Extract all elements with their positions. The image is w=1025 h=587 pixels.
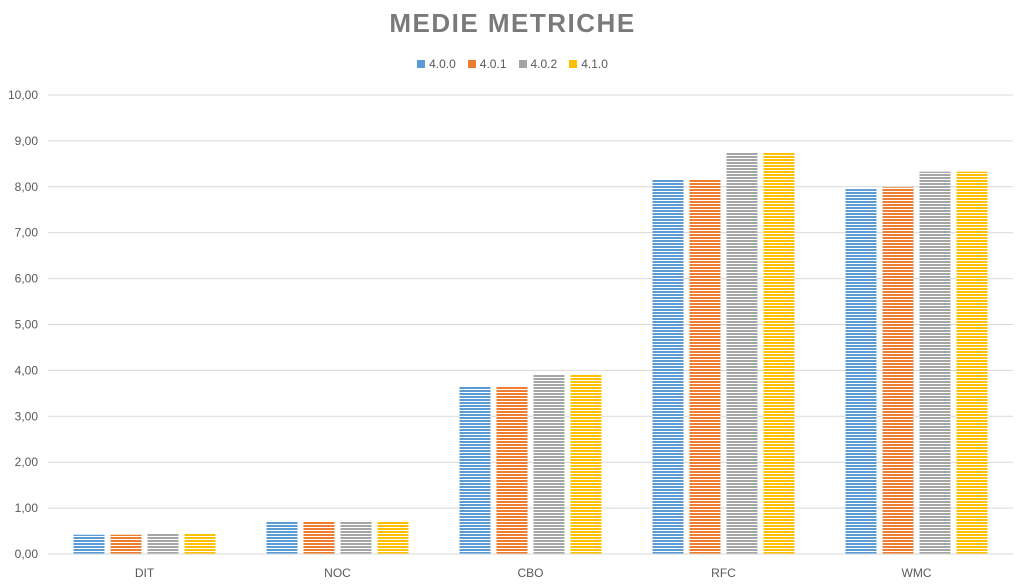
bar-cbo-4-1-0 <box>570 374 602 554</box>
legend-label: 4.0.1 <box>479 57 507 71</box>
legend-item: 4.0.0 <box>417 57 456 71</box>
y-tick-label: 9,00 <box>15 134 39 148</box>
y-tick-label: 2,00 <box>15 455 39 469</box>
bar-wmc-4-0-0 <box>845 189 877 554</box>
x-tick-label: CBO <box>517 566 543 580</box>
legend-item: 4.1.0 <box>569 57 608 71</box>
bar-dit-4-0-0 <box>73 534 105 554</box>
legend-swatch <box>467 60 476 68</box>
legend-label: 4.1.0 <box>581 57 608 71</box>
bar-rfc-4-1-0 <box>763 152 795 554</box>
bar-dit-4-0-1 <box>110 534 142 554</box>
bar-noc-4-1-0 <box>377 520 409 554</box>
bar-cbo-4-0-2 <box>533 374 565 554</box>
bar-cbo-4-0-0 <box>459 386 491 554</box>
x-tick-label: WMC <box>902 566 932 580</box>
bar-wmc-4-0-1 <box>882 187 914 554</box>
x-tick-label: DIT <box>135 566 155 580</box>
legend-label: 4.0.0 <box>429 57 456 71</box>
bar-dit-4-1-0 <box>184 533 216 554</box>
x-tick-label: RFC <box>711 566 736 580</box>
legend: 4.0.0 4.0.1 4.0.2 4.1.0 <box>0 57 1025 71</box>
y-tick-label: 7,00 <box>15 226 39 240</box>
legend-swatch <box>518 60 527 68</box>
y-tick-label: 10,00 <box>8 88 38 102</box>
x-tick-label: NOC <box>324 566 351 580</box>
y-tick-label: 3,00 <box>15 409 39 423</box>
bar-wmc-4-0-2 <box>919 171 951 554</box>
bar-dit-4-0-2 <box>147 533 179 554</box>
legend-label: 4.0.2 <box>530 57 558 71</box>
y-tick-label: 1,00 <box>15 501 39 515</box>
bar-rfc-4-0-2 <box>726 152 758 554</box>
legend-item: 4.0.1 <box>467 57 507 71</box>
bar-wmc-4-1-0 <box>956 171 988 554</box>
legend-swatch <box>569 60 578 68</box>
chart-title: MEDIE METRICHE <box>389 8 636 38</box>
bar-noc-4-0-1 <box>303 520 335 554</box>
bar-cbo-4-0-1 <box>496 386 528 554</box>
bar-noc-4-0-0 <box>266 520 298 554</box>
legend-swatch <box>417 60 426 68</box>
bar-rfc-4-0-1 <box>689 178 721 554</box>
bar-noc-4-0-2 <box>340 520 372 554</box>
y-tick-label: 6,00 <box>15 272 39 286</box>
legend-item: 4.0.2 <box>518 57 558 71</box>
y-tick-label: 4,00 <box>15 363 39 377</box>
bar-rfc-4-0-0 <box>652 178 684 554</box>
y-tick-label: 0,00 <box>15 547 39 561</box>
y-tick-label: 8,00 <box>15 180 39 194</box>
y-tick-label: 5,00 <box>15 318 39 332</box>
